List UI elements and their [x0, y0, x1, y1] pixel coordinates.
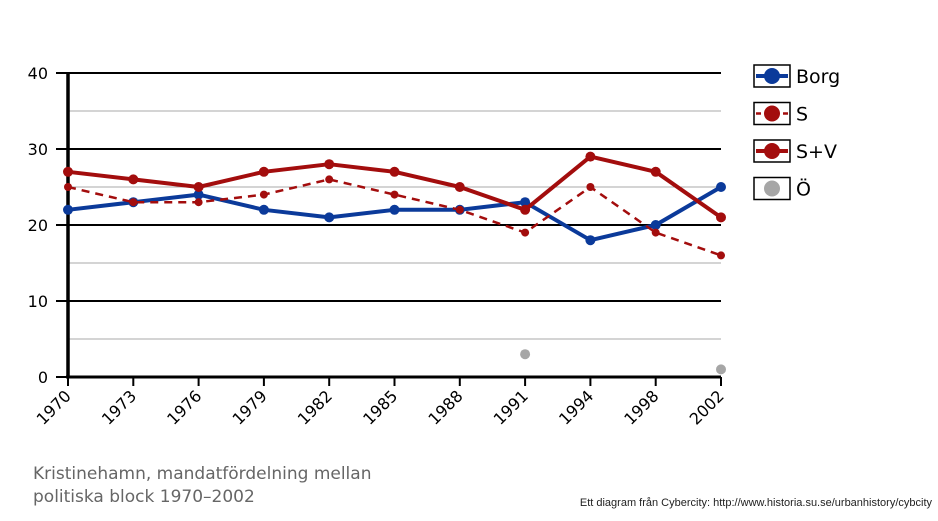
data-point [651, 228, 660, 237]
caption-line-1: Kristinehamn, mandatfördelning mellan [33, 464, 372, 484]
data-point [717, 251, 725, 260]
data-point [63, 166, 73, 177]
chart-caption: Kristinehamn, mandatfördelning mellan po… [33, 463, 453, 509]
x-tick-label: 1982 [294, 386, 336, 428]
series-ö [520, 349, 726, 375]
x-axis-ticks: 1970 1973 1976 1979 1982 1985 1988 1991 1994 1998… [33, 377, 728, 429]
data-point [454, 182, 465, 192]
data-point [324, 159, 335, 170]
data-point [390, 190, 399, 199]
legend-label: Borg [796, 66, 840, 88]
x-tick-label: 1973 [98, 386, 140, 428]
legend-swatch-marker [764, 143, 780, 159]
data-point [520, 204, 531, 215]
legend: Borg S S+V Ö [753, 64, 840, 201]
data-point [194, 198, 203, 207]
y-tick-label: 40 [28, 64, 48, 83]
x-tick-label: 1991 [490, 386, 532, 428]
x-tick-label: 1976 [163, 386, 205, 428]
legend-item-s-v: S+V [753, 139, 837, 163]
data-point [586, 183, 595, 191]
legend-item-s: S [753, 101, 808, 126]
legend-label: S [796, 104, 808, 126]
y-tick-label: 20 [28, 216, 48, 235]
data-point [650, 166, 661, 177]
y-tick-label: 10 [28, 292, 48, 311]
data-point [389, 166, 400, 177]
data-point [193, 189, 204, 200]
data-point [520, 349, 531, 360]
data-point [128, 174, 139, 185]
x-tick-label: 1998 [620, 386, 662, 428]
legend-swatch-marker [764, 180, 780, 197]
x-tick-label: 1970 [33, 386, 75, 428]
data-point [716, 364, 726, 375]
data-point [650, 220, 661, 230]
y-tick-label: 30 [28, 140, 48, 159]
data-point [258, 204, 269, 215]
data-point [129, 198, 138, 207]
series-group [63, 151, 726, 375]
data-point [521, 228, 530, 237]
x-tick-label: 1994 [555, 386, 597, 428]
data-point [63, 204, 73, 215]
legend-item-borg: Borg [753, 64, 840, 88]
data-point [585, 151, 596, 162]
x-tick-label: 1988 [424, 386, 466, 428]
grid-lines [68, 72, 721, 340]
data-point [716, 212, 726, 223]
x-tick-label: 2002 [686, 386, 728, 428]
data-point [259, 190, 268, 199]
legend-label: Ö [796, 178, 811, 201]
data-point [193, 182, 204, 192]
legend-swatch-marker [764, 105, 780, 122]
data-point [520, 197, 531, 208]
caption-line-2: politiska block 1970–2002 [33, 487, 255, 507]
data-point [585, 235, 596, 246]
legend-label: S+V [796, 141, 837, 163]
legend-item-ö: Ö [753, 176, 811, 201]
legend-swatch-marker [764, 68, 780, 84]
data-point [455, 205, 464, 214]
data-point [258, 166, 269, 177]
y-axis-ticks: 0 10 20 30 40 [28, 64, 68, 387]
data-point [324, 212, 335, 223]
series-s [64, 175, 725, 260]
x-tick-label: 1979 [229, 386, 271, 428]
data-point [325, 175, 334, 184]
data-point [64, 183, 72, 191]
x-tick-label: 1985 [359, 386, 401, 428]
series-line-s [67, 178, 722, 257]
y-tick-label: 0 [38, 368, 48, 387]
source-credit: Ett diagram från Cybercity: http://www.h… [579, 497, 932, 509]
data-point [389, 204, 400, 215]
series-s-v [63, 151, 726, 223]
data-point [716, 182, 726, 192]
